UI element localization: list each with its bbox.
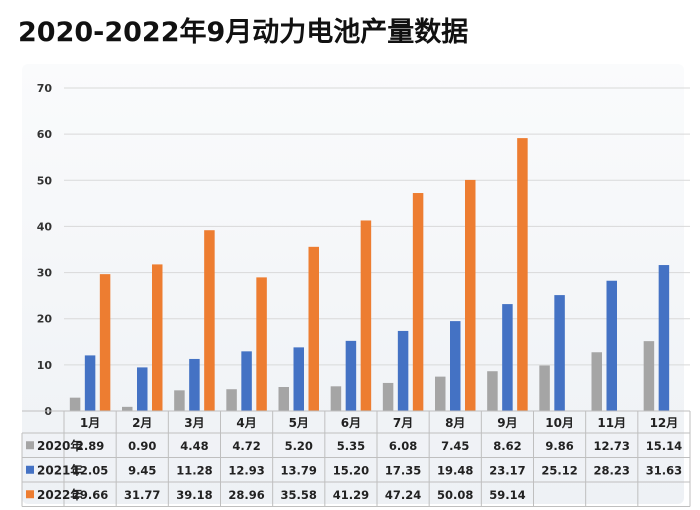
data-label: 13.79 (281, 463, 317, 477)
legend-label: 2022年 (37, 487, 82, 502)
legend-swatch (26, 490, 34, 499)
bar (502, 304, 513, 411)
data-label: 31.77 (124, 488, 160, 502)
bar (554, 295, 565, 411)
bar (152, 264, 163, 411)
data-label: 11.28 (176, 463, 212, 477)
data-label: 4.72 (232, 439, 260, 453)
x-category-label: 6月 (341, 416, 361, 430)
data-label: 41.29 (333, 488, 369, 502)
data-label: 5.20 (285, 439, 313, 453)
data-label: 9.45 (128, 463, 156, 477)
data-label: 5.35 (337, 439, 365, 453)
bar (241, 351, 252, 411)
y-tick-label: 30 (37, 267, 53, 280)
bar (84, 355, 96, 411)
y-tick-label: 50 (37, 174, 53, 187)
bar (345, 340, 357, 411)
x-category-label: 12月 (650, 416, 679, 430)
data-label: 0.90 (128, 439, 156, 453)
data-label: 12.05 (72, 463, 108, 477)
x-category-label: 9月 (497, 416, 517, 430)
data-label: 6.08 (389, 439, 417, 453)
y-tick-label: 60 (37, 128, 53, 141)
data-label: 15.14 (646, 439, 682, 453)
y-tick-label: 70 (37, 82, 53, 95)
bar (174, 390, 185, 411)
bar (293, 347, 304, 411)
bar (450, 321, 461, 411)
data-label: 59.14 (489, 488, 525, 502)
bar (606, 280, 617, 411)
data-label: 15.20 (333, 463, 369, 477)
x-category-label: 11月 (597, 416, 626, 430)
data-label: 31.63 (646, 463, 682, 477)
legend-swatch (26, 465, 34, 474)
data-label: 7.45 (441, 439, 469, 453)
x-category-label: 7月 (393, 416, 413, 430)
y-tick-label: 40 (37, 220, 53, 233)
legend-label: 2021年 (37, 462, 82, 477)
bar (308, 246, 319, 411)
x-category-label: 2月 (132, 416, 152, 430)
data-label: 50.08 (437, 488, 473, 502)
bar (204, 230, 215, 411)
bar (99, 274, 111, 411)
bar (69, 397, 81, 411)
bar (539, 365, 550, 411)
bar (465, 179, 476, 411)
chart-title: 2020-2022年9月动力电池产量数据 (18, 17, 469, 48)
data-label: 29.66 (72, 488, 108, 502)
data-label: 47.24 (385, 488, 421, 502)
legend-swatch (26, 441, 34, 450)
data-label: 4.48 (180, 439, 208, 453)
data-label: 17.35 (385, 463, 421, 477)
bar (643, 341, 655, 411)
bar (397, 330, 409, 411)
data-label: 28.96 (228, 488, 264, 502)
data-label: 12.93 (228, 463, 264, 477)
x-category-label: 4月 (236, 416, 256, 430)
data-label: 23.17 (489, 463, 525, 477)
data-label: 12.73 (594, 439, 630, 453)
bar (435, 376, 446, 411)
bar (189, 358, 200, 411)
data-label: 9.86 (545, 439, 573, 453)
data-label: 35.58 (281, 488, 317, 502)
chart-panel (22, 64, 684, 504)
data-label: 25.12 (541, 463, 577, 477)
x-category-label: 3月 (184, 416, 204, 430)
data-label: 8.62 (493, 439, 521, 453)
data-label: 39.18 (176, 488, 212, 502)
bar (412, 193, 424, 411)
bar (487, 371, 498, 411)
bar (226, 389, 237, 411)
bar (517, 138, 528, 411)
bar (137, 367, 148, 411)
bar (256, 277, 267, 411)
bar (360, 220, 372, 411)
bar (591, 352, 602, 411)
x-category-label: 1月 (80, 416, 100, 430)
x-category-label: 5月 (289, 416, 309, 430)
y-tick-label: 10 (37, 359, 53, 372)
bar (382, 382, 394, 411)
data-label: 19.48 (437, 463, 473, 477)
legend-label: 2020年 (37, 438, 82, 453)
bar (658, 265, 670, 411)
x-category-label: 10月 (545, 416, 574, 430)
y-tick-label: 20 (37, 313, 53, 326)
data-label: 28.23 (594, 463, 630, 477)
bar (122, 406, 133, 411)
bar (330, 386, 342, 411)
bar (278, 387, 289, 411)
x-category-label: 8月 (445, 416, 465, 430)
data-label: 2.89 (76, 439, 104, 453)
